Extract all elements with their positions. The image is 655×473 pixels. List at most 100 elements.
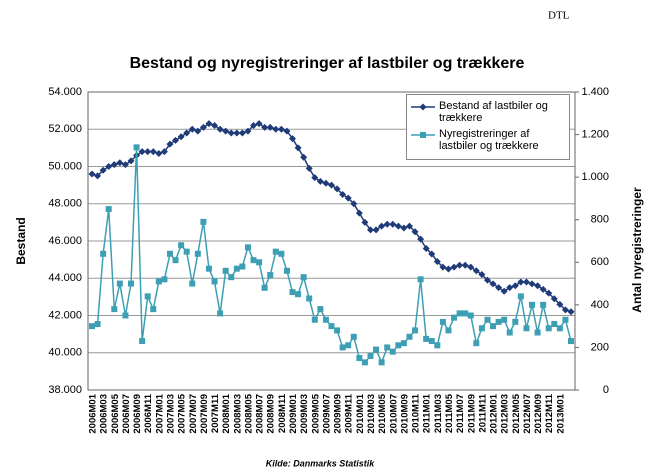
y-tick-label: 54.000 xyxy=(48,86,82,98)
point xyxy=(278,250,285,257)
point xyxy=(451,314,458,321)
point xyxy=(261,284,268,291)
point xyxy=(277,125,285,133)
point xyxy=(551,321,558,328)
point xyxy=(94,172,102,180)
x-tick-label: 2011M09 xyxy=(466,394,477,433)
point xyxy=(316,177,324,185)
point xyxy=(400,340,407,347)
point xyxy=(305,164,313,172)
point xyxy=(361,218,369,226)
point xyxy=(556,325,563,332)
point xyxy=(250,122,258,130)
x-tick-label: 2012M07 xyxy=(522,394,533,434)
point xyxy=(511,282,519,290)
point xyxy=(88,170,96,178)
point xyxy=(433,257,441,265)
point xyxy=(306,295,313,302)
x-tick-label: 2009M11 xyxy=(344,393,355,433)
point xyxy=(456,261,464,269)
point xyxy=(389,220,397,228)
point xyxy=(400,224,408,232)
point xyxy=(261,123,269,131)
x-tick-label: 2012M09 xyxy=(533,394,544,434)
point xyxy=(183,248,190,255)
x-tick-label: 2007M03 xyxy=(165,394,176,434)
y2-tick-label: 200 xyxy=(591,341,609,353)
point xyxy=(272,248,279,255)
point xyxy=(211,122,219,130)
point xyxy=(144,148,152,156)
y2-tick-label: 1.200 xyxy=(581,128,609,140)
point xyxy=(222,267,229,274)
y-tick-label: 50.000 xyxy=(48,160,82,172)
chart-title: Bestand og nyregistreringer af lastbiler… xyxy=(130,55,525,72)
point xyxy=(178,242,185,249)
point xyxy=(529,301,536,308)
x-tick-label: 2007M09 xyxy=(199,394,210,434)
point xyxy=(444,265,452,273)
point xyxy=(294,144,302,152)
x-tick-label: 2010M01 xyxy=(355,393,366,433)
x-tick-label: 2008M01 xyxy=(221,393,232,433)
point xyxy=(311,316,318,323)
point xyxy=(372,226,380,234)
point xyxy=(289,135,297,143)
point xyxy=(417,235,425,243)
point xyxy=(160,148,168,156)
legend-marker xyxy=(420,132,426,138)
x-tick-label: 2006M05 xyxy=(110,393,121,433)
y-tick-label: 48.000 xyxy=(48,198,82,210)
point xyxy=(345,342,352,349)
point xyxy=(439,263,447,271)
point xyxy=(467,312,474,319)
point xyxy=(328,181,335,189)
point xyxy=(289,289,296,296)
point xyxy=(545,325,552,332)
point xyxy=(467,263,475,271)
x-tick-label: 2006M01 xyxy=(88,393,99,433)
x-tick-label: 2012M03 xyxy=(500,394,511,434)
point xyxy=(155,278,162,285)
point xyxy=(334,327,341,334)
legend-entry: Nyregistreringer af lastbiler og trækker… xyxy=(411,128,565,152)
point xyxy=(233,265,240,272)
point xyxy=(522,278,530,286)
logo: DTL xyxy=(548,10,570,22)
point xyxy=(523,325,530,332)
point xyxy=(350,200,358,208)
point xyxy=(205,120,213,128)
point xyxy=(227,129,235,137)
x-tick-label: 2006M07 xyxy=(121,394,132,434)
x-tick-label: 2006M11 xyxy=(143,393,154,433)
point xyxy=(238,129,246,137)
point xyxy=(517,293,524,300)
legend: Bestand af lastbiler og trækkere Nyregist… xyxy=(406,94,570,160)
x-tick-label: 2008M05 xyxy=(243,393,254,433)
point xyxy=(506,284,514,292)
point xyxy=(166,140,174,148)
point xyxy=(300,274,307,281)
point xyxy=(127,280,134,287)
point xyxy=(317,306,324,313)
point xyxy=(127,157,135,165)
x-tick-label: 2007M11 xyxy=(210,393,221,433)
point xyxy=(378,359,385,366)
point xyxy=(110,161,118,169)
point xyxy=(417,276,424,283)
point xyxy=(139,338,146,345)
x-tick-label: 2009M09 xyxy=(333,394,344,434)
x-tick-label: 2010M03 xyxy=(366,394,377,434)
point xyxy=(428,338,435,345)
point xyxy=(462,310,469,317)
point xyxy=(423,335,430,342)
point xyxy=(94,321,101,328)
y-axis-title: Bestand xyxy=(14,217,28,264)
point xyxy=(439,318,446,325)
point xyxy=(394,222,402,230)
point xyxy=(239,263,246,270)
legend-icon xyxy=(411,103,435,111)
point xyxy=(422,244,430,252)
point xyxy=(194,250,201,257)
